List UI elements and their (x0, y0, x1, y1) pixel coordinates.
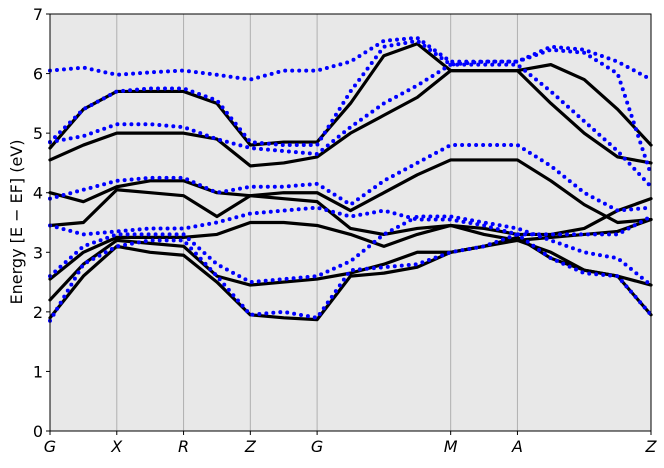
band-line (48, 238, 653, 302)
band-line (48, 188, 653, 237)
band-dotted (48, 232, 653, 323)
y-tick-label: 3 (33, 243, 43, 262)
plot-background (50, 14, 651, 431)
x-tick-label: Z (244, 437, 257, 456)
y-tick-label: 6 (33, 65, 43, 84)
y-tick-label: 7 (33, 5, 43, 24)
x-tick-label: G (44, 437, 56, 456)
x-tick-label: A (511, 437, 523, 456)
y-axis-label: Energy [E − EF] (eV) (7, 140, 26, 305)
x-tick-label: R (178, 437, 189, 456)
band-dotted (48, 214, 653, 288)
band-dotted (48, 62, 653, 189)
y-tick-label: 0 (33, 422, 43, 441)
band-line (48, 68, 653, 168)
x-tick-label: G (311, 437, 323, 456)
x-tick-label: Z (645, 437, 658, 456)
y-tick-label: 5 (33, 124, 43, 143)
x-tick-label: M (444, 437, 458, 456)
band-line (48, 158, 653, 225)
y-tick-label: 4 (33, 184, 43, 203)
y-tick-label: 2 (33, 303, 43, 322)
y-tick-label: 1 (33, 362, 43, 381)
band-dotted (48, 38, 653, 177)
band-line (48, 42, 653, 150)
plot-frame (49, 13, 652, 432)
band-line (48, 217, 653, 281)
x-tick-label: X (110, 437, 123, 456)
